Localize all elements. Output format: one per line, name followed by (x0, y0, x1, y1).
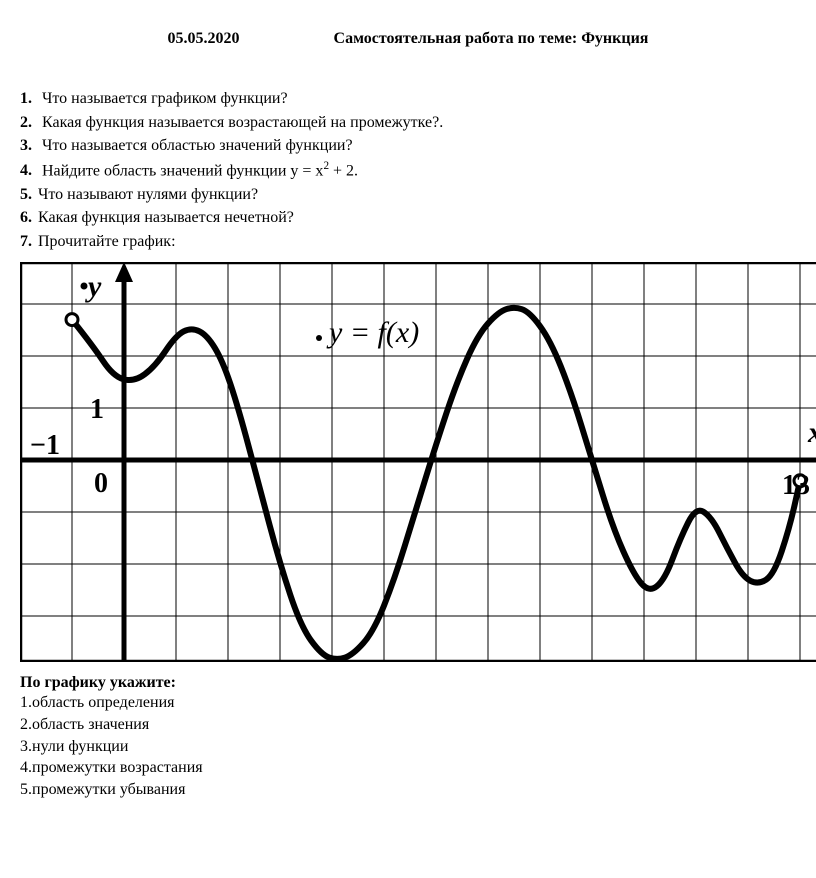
sub-list: 1.область определения 2.область значения… (20, 692, 796, 800)
function-chart: y x 1 0 −1 13 y = f(x) (20, 262, 816, 662)
q2-text: Какая функция называется возрастающей на… (38, 114, 443, 131)
sub-item-2: 2.область значения (20, 714, 796, 736)
svg-text:y = f(x): y = f(x) (326, 316, 419, 349)
sub-heading: По графику укажите: (20, 674, 796, 692)
sub-item-1: 1.область определения (20, 692, 796, 714)
q5-num: 5. (20, 186, 32, 203)
sub-item-3: 3.нули функции (20, 736, 796, 758)
q4-tail: + 2. (329, 162, 358, 179)
sub-item-4: 4.промежутки возрастания (20, 757, 796, 779)
question-6: 6. Какая функция называется нечетной? (20, 207, 796, 229)
question-list: 1. Что называется графиком функции? 2. К… (20, 88, 796, 252)
q6-num: 6. (20, 209, 32, 226)
question-7: 7. Прочитайте график: (20, 231, 796, 253)
q4-text: Найдите область значений функции у = х (38, 162, 323, 179)
header-date: 05.05.2020 (168, 30, 240, 48)
question-1: 1. Что называется графиком функции? (20, 88, 796, 110)
q6-text: Какая функция называется нечетной? (38, 209, 294, 226)
q2-num: 2. (20, 114, 32, 131)
q1-num: 1. (20, 90, 32, 107)
question-5: 5. Что называют нулями функции? (20, 184, 796, 206)
svg-text:0: 0 (94, 468, 108, 499)
question-2: 2. Какая функция называется возрастающей… (20, 112, 796, 134)
question-4: 4. Найдите область значений функции у = … (20, 159, 796, 182)
q4-num: 4. (20, 162, 32, 179)
sub-item-5: 5.промежутки убывания (20, 779, 796, 801)
question-3: 3. Что называется областью значений функ… (20, 135, 796, 157)
q3-num: 3. (20, 137, 32, 154)
q3-text: Что называется областью значений функции… (38, 137, 353, 154)
q1-text: Что называется графиком функции? (38, 90, 288, 107)
header: 05.05.2020 Самостоятельная работа по тем… (20, 30, 796, 48)
q7-num: 7. (20, 233, 32, 250)
q5-text: Что называют нулями функции? (38, 186, 258, 203)
q7-text: Прочитайте график: (38, 233, 176, 250)
header-title: Самостоятельная работа по теме: Функция (334, 30, 649, 47)
svg-text:y: y (85, 270, 102, 303)
svg-text:x: x (807, 416, 816, 449)
chart-container: yx10−113y = f(x) (20, 262, 796, 662)
svg-text:1: 1 (90, 394, 104, 425)
svg-text:−1: −1 (30, 430, 60, 461)
svg-text:13: 13 (782, 470, 810, 501)
